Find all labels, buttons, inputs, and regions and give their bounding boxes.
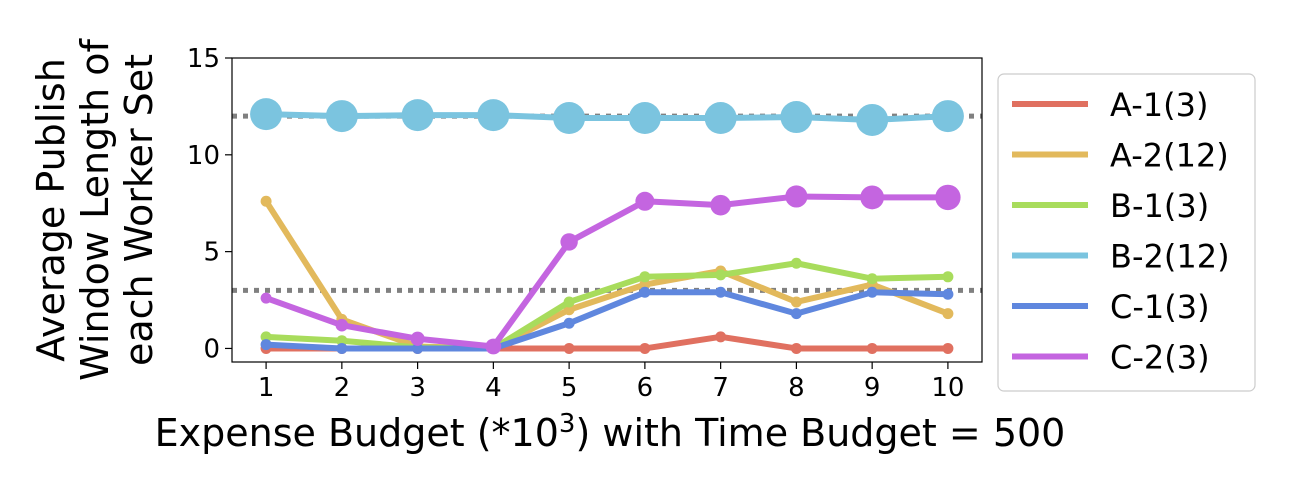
y-tick-label: 5 [203, 238, 220, 268]
data-point [935, 184, 961, 211]
data-point [942, 271, 954, 283]
x-tick-label: 3 [409, 373, 426, 403]
data-point [715, 331, 727, 343]
data-point [260, 195, 272, 207]
x-axis-label-superscript: 3 [559, 409, 576, 439]
data-point [866, 273, 878, 285]
data-point [560, 233, 578, 251]
data-point [628, 102, 661, 135]
data-point [639, 286, 651, 298]
series-layer [250, 98, 964, 355]
series-line [263, 260, 951, 352]
y-axis: 0 5 10 15 [187, 44, 232, 364]
x-tick-label: 1 [258, 373, 275, 403]
data-point [563, 296, 575, 308]
data-point [715, 269, 727, 281]
data-point [639, 342, 651, 354]
data-point [485, 338, 502, 355]
legend-label: B-2(12) [1110, 238, 1230, 276]
y-axis-label: Average Publish Window Length of each Wo… [29, 38, 161, 381]
data-point [866, 286, 878, 298]
series-line [263, 193, 951, 350]
series-C-2(3) [260, 184, 961, 355]
x-tick-label: 4 [485, 373, 502, 403]
data-point [260, 331, 272, 343]
data-point [250, 98, 283, 131]
data-point [704, 102, 737, 135]
data-point [942, 342, 954, 354]
series-line [263, 111, 951, 123]
data-point [477, 99, 510, 132]
series-B-2(12) [250, 98, 964, 136]
data-point [790, 308, 802, 320]
data-point [780, 101, 813, 134]
data-point [710, 194, 731, 216]
x-axis: 1 2 3 4 5 6 7 8 9 10 [258, 362, 964, 403]
y-axis-label-line-3: each Worker Set [117, 54, 161, 366]
data-point [931, 100, 964, 133]
series-line [263, 289, 951, 352]
legend-label: C-1(3) [1110, 288, 1210, 326]
legend-label: A-1(3) [1110, 86, 1208, 124]
data-point [260, 339, 272, 351]
data-point [563, 342, 575, 354]
y-axis-label-line-1: Average Publish [29, 58, 73, 362]
y-tick-label: 0 [203, 334, 220, 364]
x-tick-label: 8 [788, 373, 805, 403]
data-point [336, 342, 348, 354]
y-tick-label: 10 [187, 141, 220, 171]
data-point [553, 102, 586, 135]
data-point [860, 185, 885, 210]
data-point [639, 279, 651, 291]
x-tick-label: 9 [864, 373, 881, 403]
y-axis-label-line-2: Window Length of [73, 38, 117, 381]
data-point [866, 342, 878, 354]
data-point [942, 308, 954, 320]
data-point [410, 331, 425, 346]
data-point [401, 99, 434, 132]
data-point [260, 292, 272, 304]
x-tick-label: 10 [931, 373, 964, 403]
x-tick-label: 2 [334, 373, 351, 403]
data-point [635, 191, 655, 211]
legend-label: A-2(12) [1110, 137, 1229, 175]
data-point [335, 318, 349, 332]
data-point [942, 288, 954, 300]
x-tick-label: 6 [637, 373, 654, 403]
x-tick-label: 5 [561, 373, 578, 403]
legend: A-1(3) A-2(12) B-1(3) B-2(12) C-1(3) C-2(3) [997, 73, 1256, 392]
data-point [336, 335, 348, 347]
data-point [856, 103, 889, 136]
data-point [790, 342, 802, 354]
x-tick-label: 7 [712, 373, 729, 403]
legend-label: C-2(3) [1110, 339, 1210, 377]
x-axis-label: Expense Budget (*103) with Time Budget =… [155, 409, 1066, 455]
legend-label: B-1(3) [1110, 187, 1209, 225]
data-point [790, 257, 802, 269]
plot-frame [231, 57, 983, 363]
data-point [325, 100, 358, 133]
series-C-1(3) [260, 286, 954, 354]
data-point [639, 271, 651, 283]
data-point [563, 317, 575, 329]
data-point [715, 286, 727, 298]
data-point [412, 342, 424, 354]
series-B-1(3) [260, 257, 954, 354]
y-tick-label: 15 [187, 44, 220, 74]
data-point [785, 185, 808, 208]
data-point [790, 296, 802, 308]
